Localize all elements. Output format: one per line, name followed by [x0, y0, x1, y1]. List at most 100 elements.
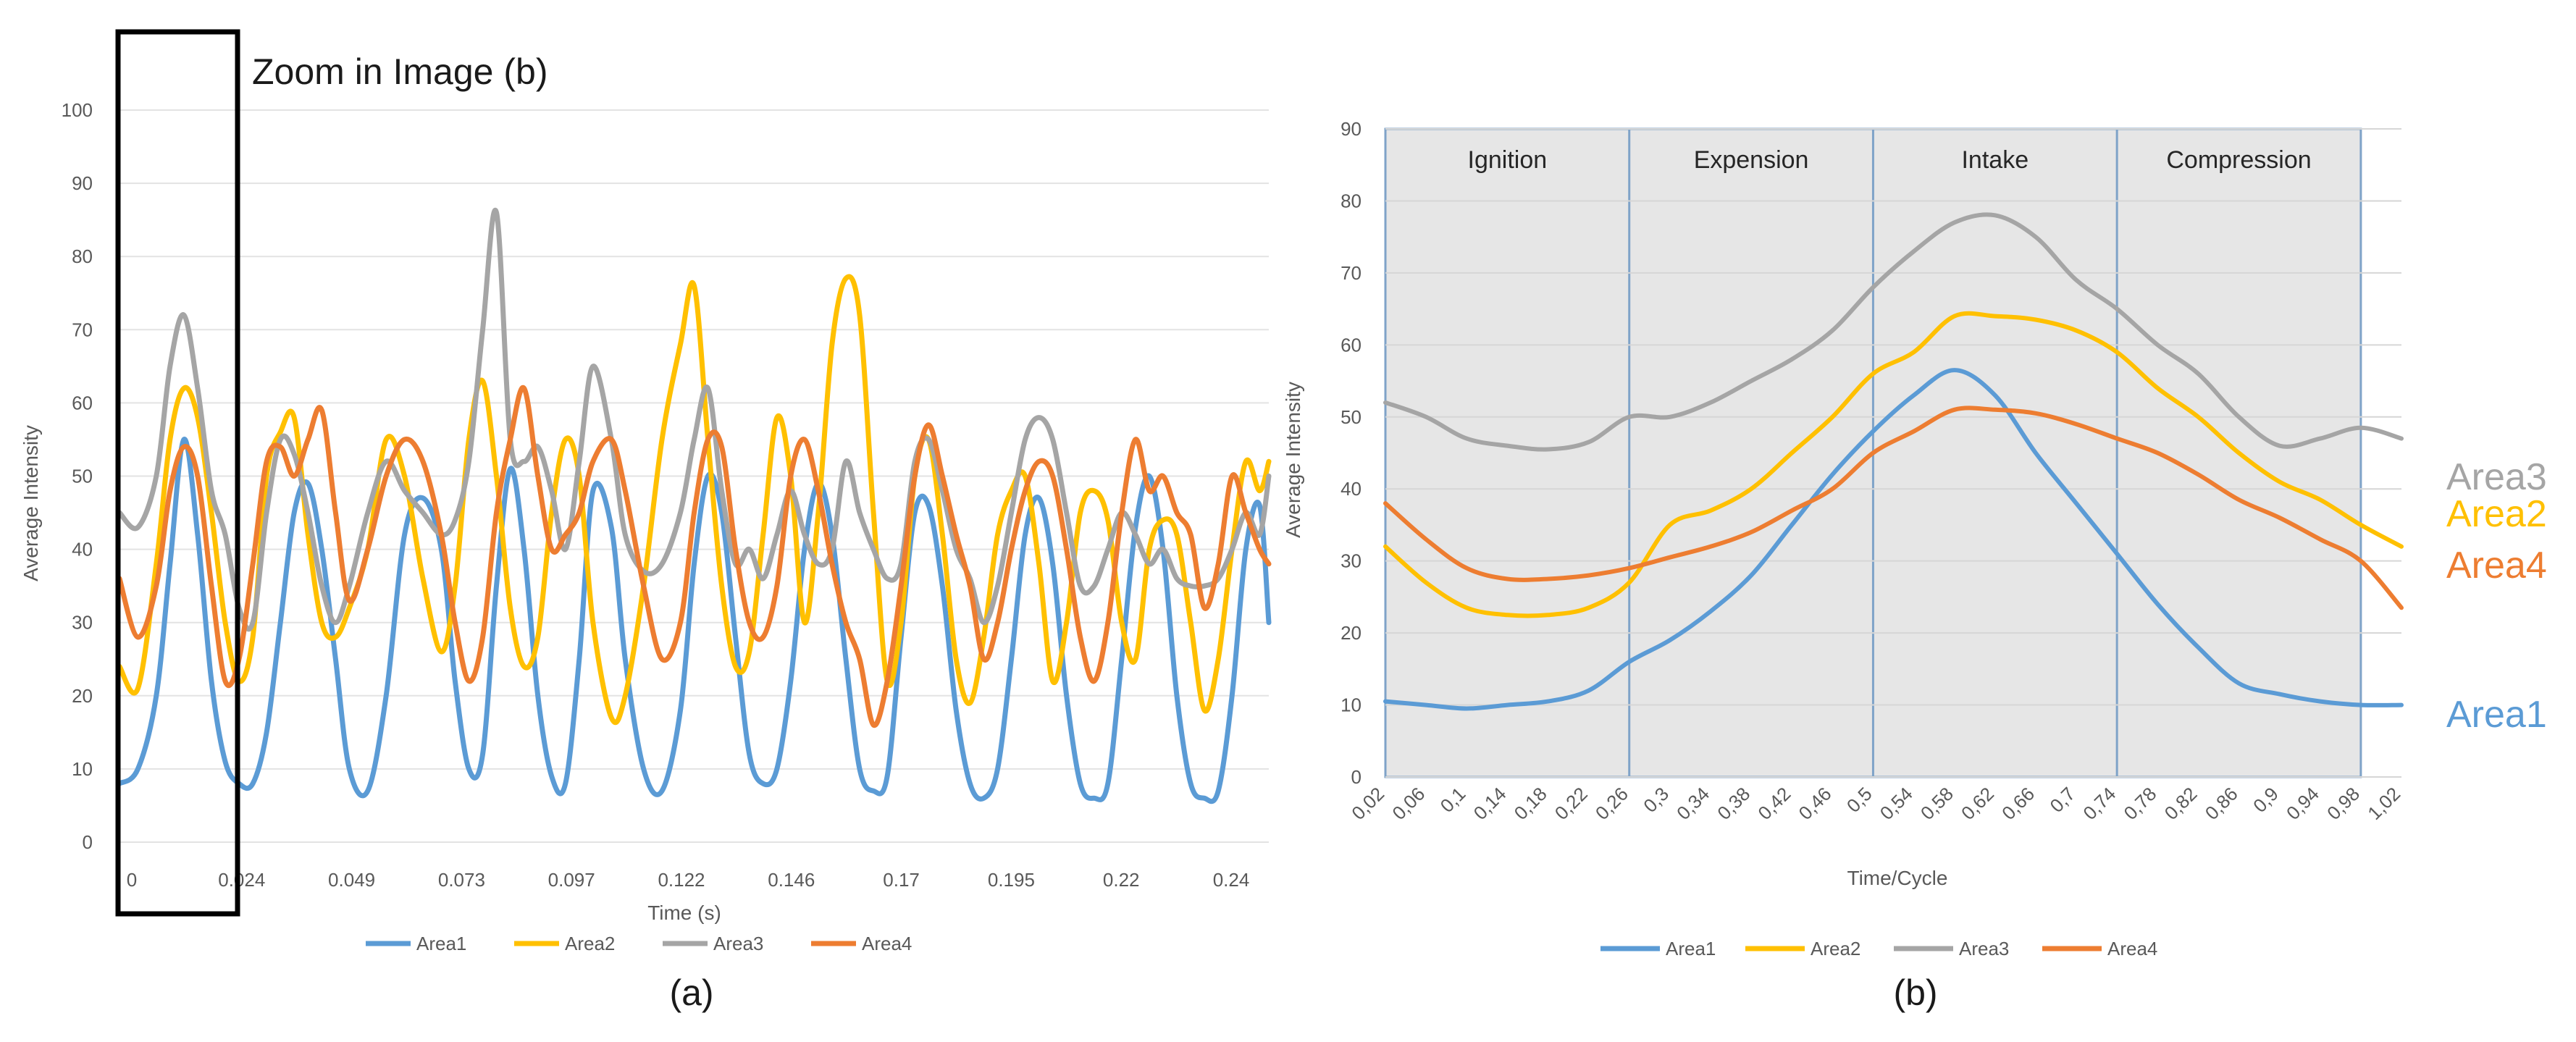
- zoom-box: [115, 29, 240, 917]
- chart-a-x-tick-label: 0.195: [988, 869, 1035, 891]
- chart-b-phase-labels: Ignition Expension Intake Compression: [1468, 146, 2312, 174]
- chart-b-legend-label: Area3: [1959, 938, 2009, 959]
- chart-b-x-tick-label: 0,02: [1347, 783, 1388, 824]
- chart-b-x-tick-label: 0,78: [2120, 783, 2161, 824]
- chart-a-y-tick-label: 60: [72, 392, 93, 413]
- chart-b-x-tick-label: 0,66: [1997, 783, 2039, 824]
- chart-b-y-tick-label: 40: [1341, 478, 1362, 500]
- chart-a-x-tick-label: 0.122: [658, 869, 705, 891]
- zoom-caption: Zoom in Image (b): [252, 51, 547, 92]
- chart-b-x-tick-label: 0,18: [1510, 783, 1551, 824]
- chart-a-x-tick-label: 0.17: [883, 869, 920, 891]
- chart-a-y-ticks: 0 10 20 30 40 50 60 70 80 90 100: [62, 99, 93, 853]
- chart-a-x-tick-label: 0.049: [328, 869, 375, 891]
- chart-a-line-area3: [117, 207, 1272, 632]
- chart-a: 0 10 20 30 40 50 60 70 80 90 100 0 0.024 0.049 0.073 0…: [20, 29, 1272, 1013]
- chart-b-y-tick-label: 50: [1341, 406, 1362, 428]
- chart-b-x-tick-label: 0,34: [1672, 783, 1713, 824]
- chart-a-y-tick-label: 40: [72, 539, 93, 560]
- chart-b-legend: Area1 Area2 Area3 Area4: [1600, 938, 2157, 959]
- chart-b-line-area1: [1383, 368, 2404, 711]
- chart-b-x-tick-label: 0,82: [2160, 783, 2202, 824]
- chart-b-x-tick-label: 0,3: [1639, 783, 1673, 817]
- chart-a-x-tick-label: 0.22: [1103, 869, 1140, 891]
- chart-b-end-label: Area4: [2446, 545, 2547, 587]
- chart-a-x-axis-title: Time (s): [647, 902, 721, 924]
- chart-a-x-tick-label: 0.097: [548, 869, 595, 891]
- chart-b-legend-label: Area4: [2107, 938, 2157, 959]
- chart-b-x-tick-label: 0,26: [1591, 783, 1632, 824]
- chart-b-phase-label: Ignition: [1468, 146, 1548, 174]
- chart-a-y-tick-label: 10: [72, 758, 93, 780]
- chart-b-line-area3: [1383, 212, 2404, 452]
- chart-b-end-label: Area2: [2446, 493, 2547, 535]
- chart-b-x-tick-label: 0,54: [1876, 783, 1917, 824]
- chart-b-legend-label: Area1: [1666, 938, 1716, 959]
- chart-b-legend-label: Area2: [1811, 938, 1860, 959]
- chart-a-y-tick-label: 30: [72, 612, 93, 634]
- chart-b-gridlines: [1385, 128, 2401, 778]
- chart-b-y-tick-label: 80: [1341, 190, 1362, 211]
- chart-b-y-tick-label: 10: [1341, 694, 1362, 716]
- chart-b-y-tick-label: 60: [1341, 334, 1362, 356]
- chart-b-phase-label: Expension: [1694, 146, 1809, 174]
- chart-a-x-tick-label: 0: [127, 869, 137, 891]
- chart-b-x-tick-label: 0,7: [2046, 783, 2080, 817]
- chart-a-legend-label: Area2: [565, 933, 615, 954]
- chart-b-x-tick-label: 0,42: [1753, 783, 1795, 824]
- chart-b-phase-label: Compression: [2166, 146, 2311, 174]
- chart-b-end-label: Area3: [2446, 456, 2547, 498]
- chart-b-x-tick-label: 0,22: [1551, 783, 1592, 824]
- chart-b-y-tick-label: 20: [1341, 622, 1362, 644]
- chart-b-y-axis-title: Average Intensity: [1282, 382, 1304, 538]
- chart-a-series-lines: [117, 207, 1272, 804]
- chart-a-legend-label: Area3: [713, 933, 763, 954]
- chart-a-y-axis-title: Average Intensity: [20, 425, 42, 581]
- chart-b-x-tick-label: 0,58: [1916, 783, 1958, 824]
- chart-b-y-tick-label: 0: [1351, 766, 1362, 788]
- chart-b-x-tick-label: 0,62: [1957, 783, 1998, 824]
- chart-b-x-tick-label: 1,02: [2363, 783, 2404, 824]
- chart-a-legend: Area1 Area2 Area3 Area4: [366, 933, 912, 954]
- chart-b-x-tick-label: 0,5: [1842, 783, 1876, 817]
- chart-b-x-tick-label: 0,46: [1795, 783, 1836, 824]
- chart-a-line-area4: [117, 385, 1272, 728]
- chart-b-series-lines: [1383, 212, 2404, 711]
- chart-a-legend-label: Area4: [862, 933, 912, 954]
- chart-a-x-tick-label: 0.146: [768, 869, 815, 891]
- chart-b-line-area4: [1383, 406, 2404, 610]
- chart-b-end-label: Area1: [2446, 694, 2547, 736]
- chart-a-x-ticks: 0 0.024 0.049 0.073 0.097 0.122 0.146 0.17 0.195…: [127, 869, 1250, 891]
- panel-label-b: (b): [1893, 972, 1937, 1013]
- panel-label-a: (a): [669, 972, 713, 1013]
- chart-b-x-tick-label: 0,38: [1713, 783, 1754, 824]
- chart-a-y-tick-label: 50: [72, 466, 93, 487]
- chart-b-x-tick-label: 0,98: [2323, 783, 2364, 824]
- chart-b-y-tick-label: 30: [1341, 550, 1362, 572]
- chart-b-x-ticks: 0,02 0,06 0,1 0,14 0,18 0,22 0,26 0,3 0,34 0,38 0,…: [1347, 783, 2404, 824]
- chart-a-y-tick-label: 20: [72, 685, 93, 707]
- chart-a-x-tick-label: 0.24: [1213, 869, 1250, 891]
- chart-b-x-tick-label: 0,9: [2249, 783, 2283, 817]
- chart-b-line-area2: [1383, 311, 2404, 618]
- chart-b-y-tick-label: 70: [1341, 262, 1362, 284]
- chart-b-x-tick-label: 0,94: [2282, 783, 2323, 824]
- chart-a-y-tick-label: 100: [62, 99, 93, 121]
- chart-a-y-tick-label: 70: [72, 319, 93, 340]
- chart-a-y-tick-label: 90: [72, 172, 93, 194]
- chart-b-phase-label: Intake: [1961, 146, 2029, 174]
- chart-a-x-tick-label: 0.024: [218, 869, 265, 891]
- chart-a-x-tick-label: 0.073: [438, 869, 485, 891]
- chart-b-y-ticks: 0 10 20 30 40 50 60 70 80 90: [1341, 118, 1362, 788]
- chart-b-x-axis-title: Time/Cycle: [1847, 867, 1948, 889]
- chart-b-x-tick-label: 0,1: [1436, 783, 1470, 817]
- chart-b-x-tick-label: 0,14: [1469, 783, 1511, 824]
- chart-b-y-tick-label: 90: [1341, 118, 1362, 140]
- chart-b-x-tick-label: 0,06: [1388, 783, 1429, 824]
- chart-b-x-tick-label: 0,74: [2078, 783, 2120, 824]
- chart-a-y-tick-label: 80: [72, 245, 93, 267]
